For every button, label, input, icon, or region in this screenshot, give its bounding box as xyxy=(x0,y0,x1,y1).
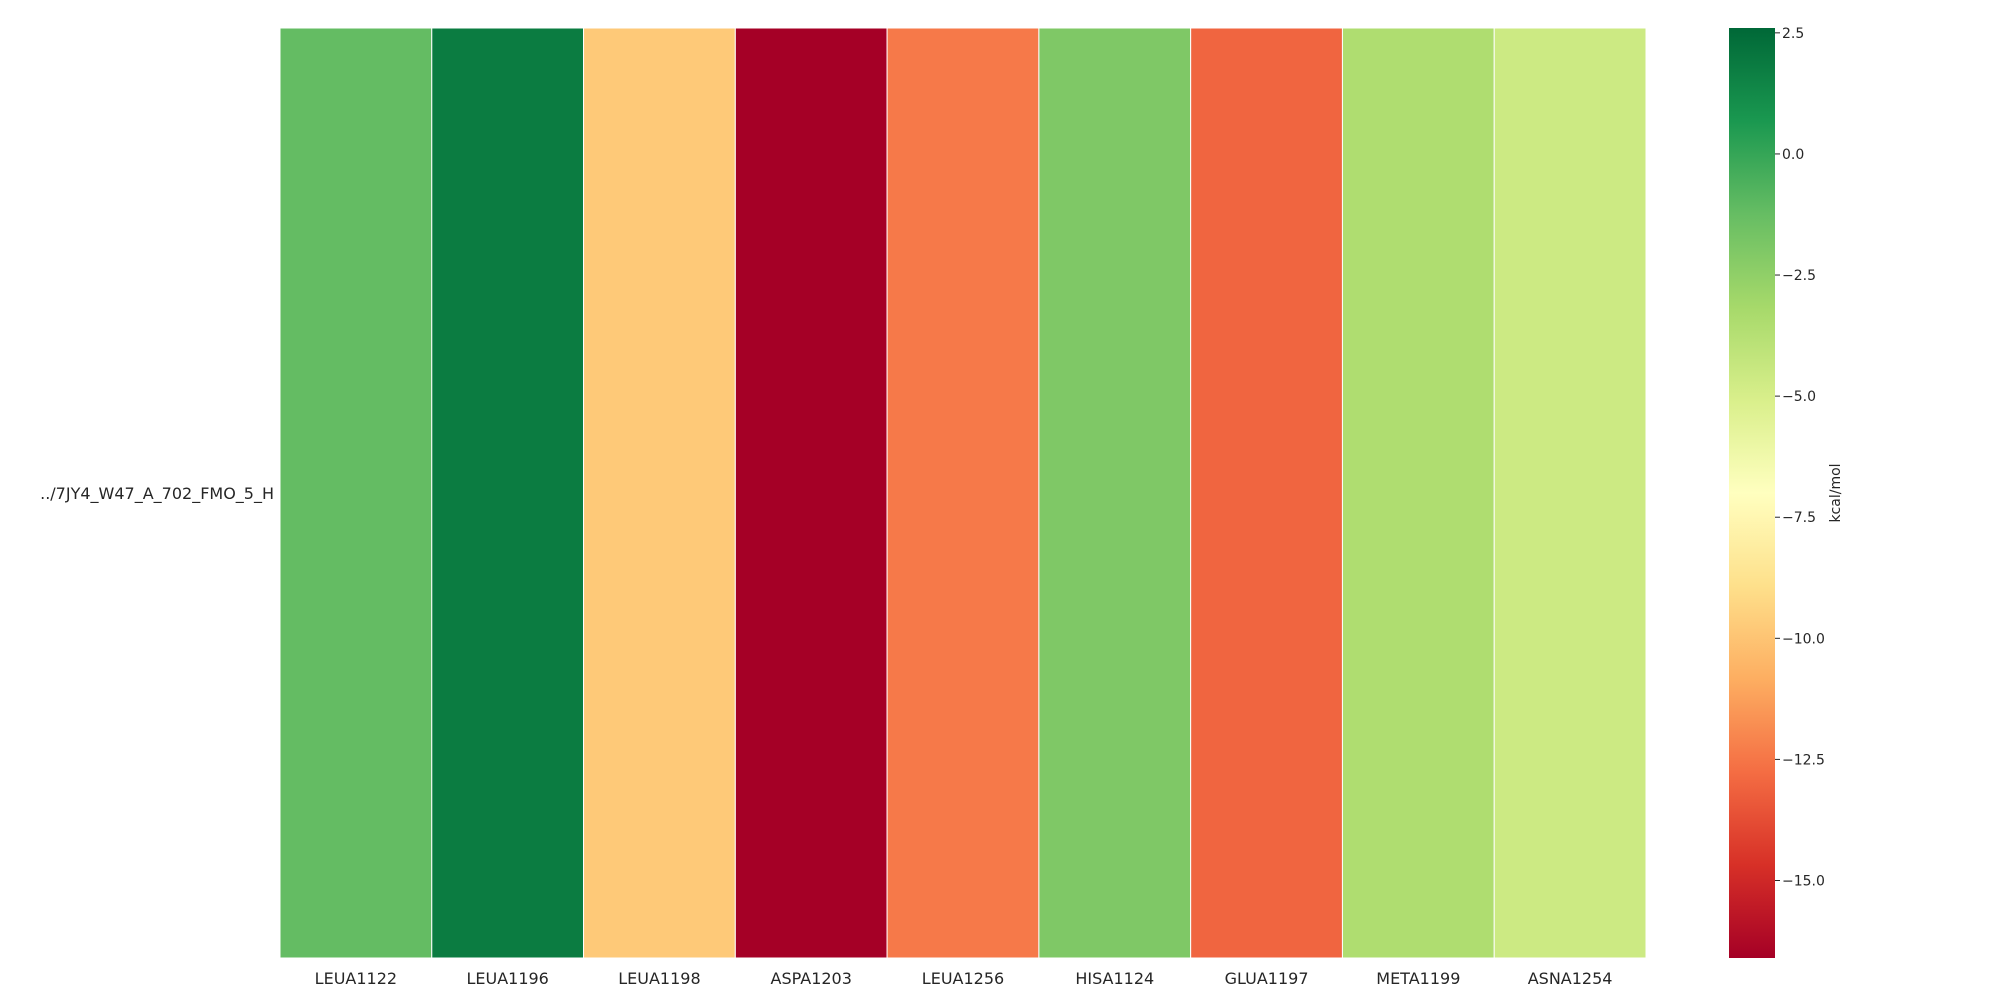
colorbar-gradient xyxy=(1729,28,1775,958)
colorbar-tick-label: −7.5 xyxy=(1782,510,1816,526)
colorbar-tick-label: −10.0 xyxy=(1782,631,1825,647)
heatmap-cell-glua1197 xyxy=(1190,27,1343,959)
column-label-hisa1124: HISA1124 xyxy=(1075,969,1154,988)
column-label-leua1256: LEUA1256 xyxy=(922,969,1004,988)
heatmap-cell-leua1198 xyxy=(583,27,736,959)
column-label-leua1198: LEUA1198 xyxy=(618,969,700,988)
colorbar-tick-label: −15.0 xyxy=(1782,874,1825,890)
column-label-meta1199: META1199 xyxy=(1376,969,1460,988)
colorbar-tick-label: 2.5 xyxy=(1782,26,1804,42)
heatmap-cell-leua1256 xyxy=(886,27,1040,959)
heatmap-cell-hisa1124 xyxy=(1038,27,1192,959)
column-label-leua1122: LEUA1122 xyxy=(315,969,397,988)
colorbar-tick-label: 0.0 xyxy=(1782,147,1804,163)
column-label-asna1254: ASNA1254 xyxy=(1528,969,1613,988)
colorbar-tick-label: −2.5 xyxy=(1782,268,1816,284)
row-label: ../7JY4_W47_A_702_FMO_5_H xyxy=(40,484,274,504)
colorbar-tick-label: −12.5 xyxy=(1782,752,1825,768)
column-label-aspa1203: ASPA1203 xyxy=(771,969,852,988)
colorbar-ticks: 2.5 0.0 −2.5 −5.0 −7.5 −10.0 −12.5 −15.0 xyxy=(1775,26,1825,890)
heatmap-cell-asna1254 xyxy=(1493,27,1647,959)
colorbar-label: kcal/mol xyxy=(1828,463,1844,522)
heatmap-cells xyxy=(279,27,1647,959)
column-label-glua1197: GLUA1197 xyxy=(1225,969,1309,988)
heatmap-cell-aspa1203 xyxy=(734,27,888,959)
heatmap-cell-meta1199 xyxy=(1341,27,1495,959)
heatmap-cell-leua1122 xyxy=(279,27,433,959)
colorbar: 2.5 0.0 −2.5 −5.0 −7.5 −10.0 −12.5 −15.0 kcal/m… xyxy=(1729,26,1844,958)
row-labels: ../7JY4_W47_A_702_FMO_5_H xyxy=(40,484,274,504)
column-label-leua1196: LEUA1196 xyxy=(466,969,548,988)
column-labels: LEUA1122 LEUA1196 LEUA1198 ASPA1203 LEUA1256… xyxy=(315,969,1613,988)
colorbar-tick-label: −5.0 xyxy=(1782,389,1816,405)
heatmap-cell-leua1196 xyxy=(431,27,585,959)
